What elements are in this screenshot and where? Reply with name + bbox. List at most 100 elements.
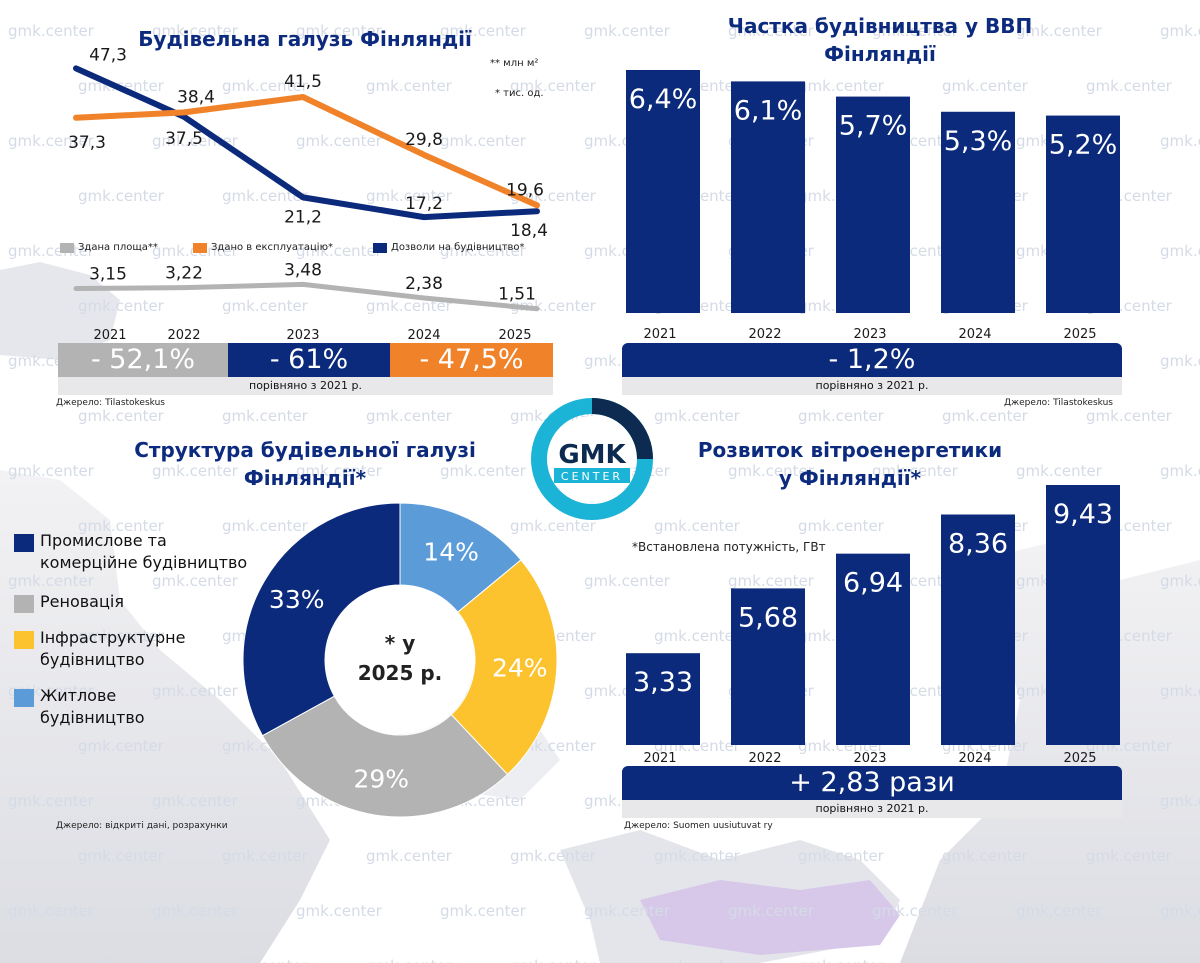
pie-slice: [242, 502, 401, 737]
pie-legend-industrial-label: Промислове та комерційне будівництво: [40, 530, 247, 574]
x-tick-label: 2022: [748, 327, 781, 342]
pie-slice-label: 24%: [492, 654, 548, 683]
bar: [1046, 485, 1120, 745]
bar: [941, 111, 1015, 313]
watermark-text: gmk.center: [366, 847, 453, 865]
data-label: 3,15: [89, 264, 127, 284]
pie-legend-industrial-swatch: [14, 534, 34, 552]
watermark-text: gmk.center: [8, 792, 95, 810]
pie-legend-industrial-line1: Промислове та: [40, 531, 167, 550]
data-label: 38,4: [177, 87, 215, 107]
panel1-title: Будівельна галузь Фінляндії: [138, 27, 472, 51]
watermark-text: gmk.center: [222, 847, 309, 865]
panel4-source: Джерело: Suomen uusiutuvat ry: [624, 821, 773, 831]
watermark-text: gmk.center: [942, 957, 1029, 963]
watermark-text: gmk.center: [152, 22, 239, 40]
watermark-text: gmk.center: [8, 132, 95, 150]
watermark-text: gmk.center: [152, 462, 239, 480]
watermark-text: gmk.center: [296, 902, 383, 920]
x-tick-label: 2021: [643, 327, 676, 342]
watermark-text: gmk.center: [78, 957, 165, 963]
data-label: 1,51: [498, 285, 536, 305]
pie-legend-renovation-label: Реновація: [40, 592, 124, 611]
watermark-text: gmk.center: [654, 407, 741, 425]
data-label: 41,5: [284, 72, 322, 92]
legend-permits-swatch: [373, 242, 387, 253]
watermark-text: gmk.center: [222, 77, 309, 95]
watermark-text: gmk.center: [1160, 902, 1200, 920]
watermark-text: gmk.center: [1160, 132, 1200, 150]
watermark-text: gmk.center: [222, 407, 309, 425]
watermark-text: gmk.center: [510, 517, 597, 535]
x-tick-label: 2023: [853, 751, 886, 766]
watermark-text: gmk.center: [78, 737, 165, 755]
panel3-source: Джерело: відкриті дані, розрахунки: [56, 821, 228, 831]
watermark-text: gmk.center: [728, 572, 815, 590]
pie-legend-infrastructure-label: Інфраструктурне будівництво: [40, 627, 185, 671]
watermark-text: gmk.center: [510, 77, 597, 95]
watermark-text: gmk.center: [798, 847, 885, 865]
bar-value-label: 6,4%: [629, 84, 698, 115]
watermark-text: gmk.center: [296, 462, 383, 480]
pie-legend-renovation-swatch: [14, 595, 34, 613]
watermark-text: gmk.center: [1160, 242, 1200, 260]
legend-commissioned: Здано в експлуатацію*: [193, 242, 333, 253]
data-label: 3,48: [284, 260, 322, 280]
pie-legend-residential-label: Житлове будівництво: [40, 685, 145, 729]
watermark-text: gmk.center: [1086, 847, 1173, 865]
data-label: 17,2: [405, 194, 443, 214]
logo-sub-band: [554, 468, 630, 483]
watermark-text: gmk.center: [584, 902, 671, 920]
watermark-text: gmk.center: [152, 682, 239, 700]
watermark-text: gmk.center: [1086, 407, 1173, 425]
bar-value-label: 3,33: [633, 667, 693, 698]
watermark-text: gmk.center: [366, 297, 453, 315]
pie-slice-label: 14%: [423, 537, 479, 566]
data-label: 2,38: [405, 274, 443, 294]
watermark-text: gmk.center: [942, 407, 1029, 425]
pie-legend-infrastructure-swatch: [14, 631, 34, 649]
logo-text: GMK: [558, 440, 626, 470]
logo-subtext: CENTER: [561, 470, 623, 483]
x-tick-label: 2021: [93, 328, 126, 343]
donut-center-line1: * у: [385, 631, 415, 655]
watermark-text: gmk.center: [152, 902, 239, 920]
series-line: [73, 94, 540, 209]
watermark-text: gmk.center: [222, 957, 309, 963]
watermark-text: gmk.center: [152, 792, 239, 810]
watermark-text: gmk.center: [222, 187, 309, 205]
panel4-compare: порівняно з 2021 р.: [622, 800, 1122, 818]
bar-value-label: 5,3%: [944, 126, 1013, 157]
series-line: [73, 65, 540, 221]
series-line: [73, 281, 540, 312]
panel2-change-value: - 1,2%: [828, 344, 916, 375]
change-permits-value: - 61%: [269, 344, 349, 375]
bar-value-label: 8,36: [948, 529, 1008, 560]
x-tick-label: 2024: [958, 327, 991, 342]
watermark-text: gmk.center: [8, 902, 95, 920]
legend-area-swatch: [60, 242, 74, 253]
data-label: 37,5: [165, 129, 203, 149]
watermark-text: gmk.center: [872, 902, 959, 920]
data-label: 29,8: [405, 130, 443, 150]
watermark-text: gmk.center: [78, 407, 165, 425]
legend-commissioned-label: Здано в експлуатацію*: [211, 242, 333, 253]
panel1-source: Джерело: Tilastokeskus: [56, 398, 165, 408]
donut-hole: [326, 586, 474, 734]
pie-legend-residential-line1: Житлове: [40, 686, 117, 705]
legend-area-label: Здана площа**: [78, 242, 158, 253]
watermark-text: gmk.center: [798, 407, 885, 425]
watermark-text: gmk.center: [440, 242, 527, 260]
x-tick-label: 2025: [1063, 327, 1096, 342]
x-tick-label: 2025: [498, 328, 531, 343]
x-tick-label: 2021: [643, 751, 676, 766]
bar: [836, 553, 910, 745]
watermark-text: gmk.center: [654, 517, 741, 535]
watermark-text: gmk.center: [222, 297, 309, 315]
unit-note-area: ** млн м²: [490, 58, 539, 69]
gmk-center-logo: GMK CENTER: [528, 395, 656, 523]
watermark-text: gmk.center: [654, 957, 741, 963]
change-area-value: - 52,1%: [90, 344, 196, 375]
watermark-text: gmk.center: [8, 462, 95, 480]
panel2-source: Джерело: Tilastokeskus: [1004, 398, 1113, 408]
